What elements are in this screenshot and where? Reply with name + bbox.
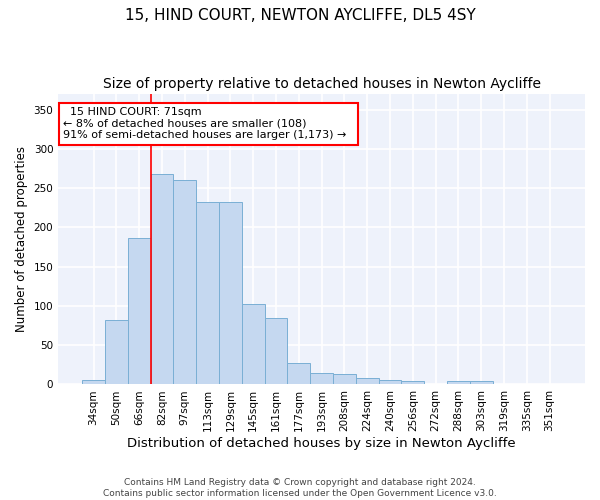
Y-axis label: Number of detached properties: Number of detached properties — [15, 146, 28, 332]
Bar — [447, 382, 470, 384]
Text: Contains HM Land Registry data © Crown copyright and database right 2024.
Contai: Contains HM Land Registry data © Crown c… — [103, 478, 497, 498]
Bar — [128, 238, 151, 384]
Bar — [82, 380, 105, 384]
Title: Size of property relative to detached houses in Newton Aycliffe: Size of property relative to detached ho… — [103, 78, 541, 92]
Bar — [265, 318, 287, 384]
Bar — [242, 304, 265, 384]
Text: 15 HIND COURT: 71sqm
← 8% of detached houses are smaller (108)
91% of semi-detac: 15 HIND COURT: 71sqm ← 8% of detached ho… — [64, 107, 354, 140]
Bar — [379, 380, 401, 384]
Bar — [356, 378, 379, 384]
Bar — [287, 364, 310, 384]
Bar — [333, 374, 356, 384]
Bar — [310, 372, 333, 384]
Bar — [470, 382, 493, 384]
Bar — [105, 320, 128, 384]
X-axis label: Distribution of detached houses by size in Newton Aycliffe: Distribution of detached houses by size … — [127, 437, 516, 450]
Bar — [219, 202, 242, 384]
Text: 15, HIND COURT, NEWTON AYCLIFFE, DL5 4SY: 15, HIND COURT, NEWTON AYCLIFFE, DL5 4SY — [125, 8, 475, 22]
Bar — [151, 174, 173, 384]
Bar — [173, 180, 196, 384]
Bar — [401, 382, 424, 384]
Bar — [196, 202, 219, 384]
